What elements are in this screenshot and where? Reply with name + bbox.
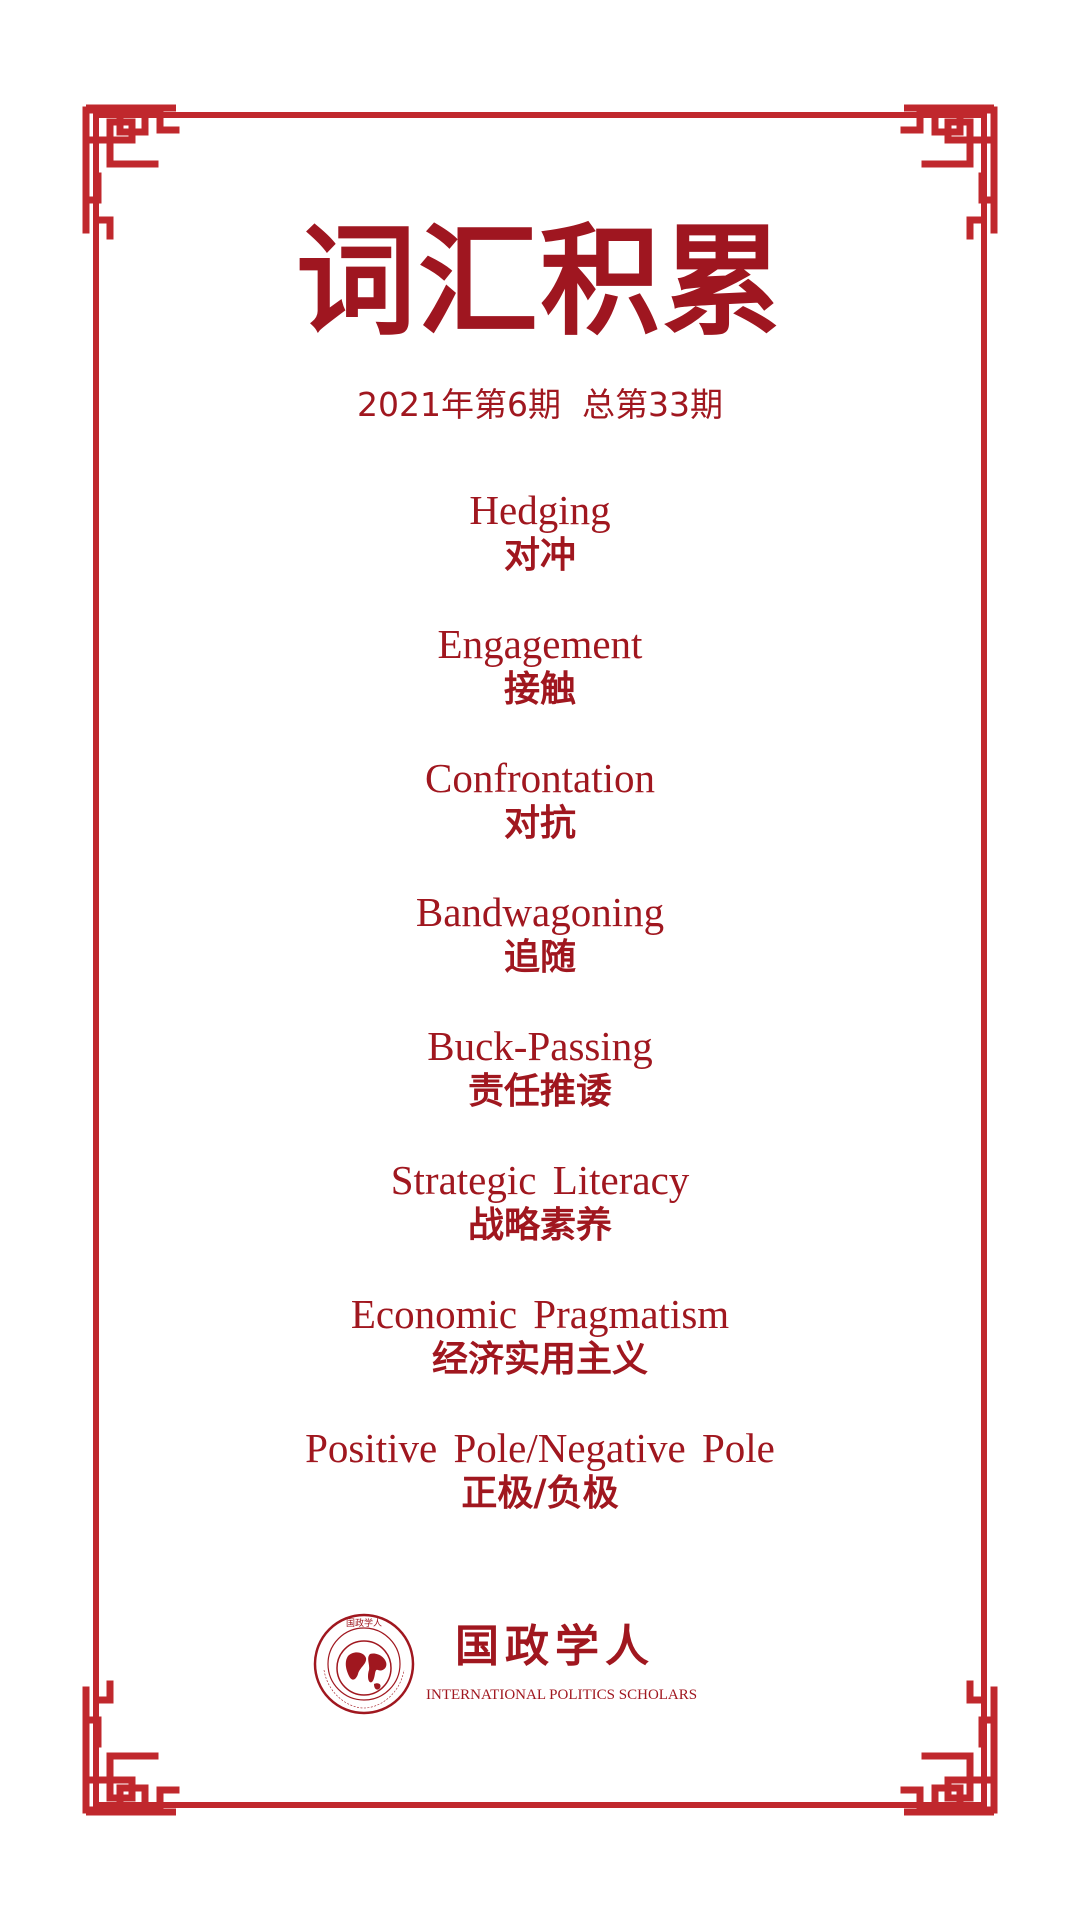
term-english: Economic Pragmatism xyxy=(350,1291,730,1337)
term-item: Strategic Literacy 战略素养 xyxy=(0,1158,1080,1292)
term-item: Bandwagoning 追随 xyxy=(0,890,1080,1024)
term-chinese: 战略素养 xyxy=(467,1204,612,1246)
term-chinese: 正极/负极 xyxy=(461,1472,619,1514)
term-english: Confrontation xyxy=(424,755,656,801)
term-english: Strategic Literacy xyxy=(390,1157,690,1203)
seal-text: 国政学人 xyxy=(346,1617,382,1629)
term-chinese: 接触 xyxy=(503,668,576,710)
term-english: Engagement xyxy=(437,621,643,667)
term-english: Buck-Passing xyxy=(427,1023,653,1069)
term-english: Bandwagoning xyxy=(415,889,665,935)
term-item: Buck-Passing 责任推诿 xyxy=(0,1024,1080,1158)
term-chinese: 对抗 xyxy=(503,802,576,844)
term-item: Hedging 对冲 xyxy=(0,488,1080,622)
term-list: Hedging 对冲 Engagement 接触 Confrontation 对… xyxy=(0,488,1080,1560)
term-chinese: 对冲 xyxy=(503,534,576,576)
term-item: Positive Pole/Negative Pole 正极/负极 xyxy=(0,1426,1080,1560)
term-item: Confrontation 对抗 xyxy=(0,756,1080,890)
globe-seal-logo: 国政学人 xyxy=(313,1613,415,1715)
term-english: Positive Pole/Negative Pole xyxy=(305,1425,775,1471)
brand-subtitle: INTERNATIONAL POLITICS SCHOLARS xyxy=(426,1687,698,1703)
term-item: Economic Pragmatism 经济实用主义 xyxy=(0,1292,1080,1426)
term-chinese: 经济实用主义 xyxy=(431,1338,648,1380)
page-title: 词汇积累 xyxy=(296,211,784,352)
term-chinese: 责任推诿 xyxy=(467,1070,612,1112)
issue-number: 2021年第6期 总第33期 xyxy=(357,385,723,424)
term-item: Engagement 接触 xyxy=(0,622,1080,756)
term-chinese: 追随 xyxy=(503,936,576,978)
brand-name: 国政学人 xyxy=(455,1621,655,1672)
term-english: Hedging xyxy=(469,487,611,533)
